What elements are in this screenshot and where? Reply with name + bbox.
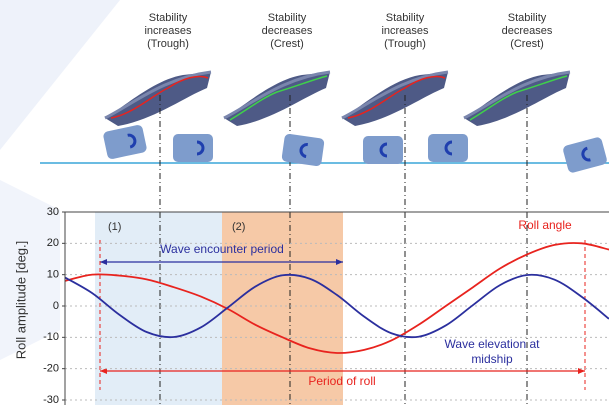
y-tick-label: -30 — [43, 394, 59, 405]
section-body — [281, 133, 325, 166]
section-body — [103, 124, 148, 160]
roll-angle-label: Roll angle — [518, 218, 572, 232]
stage-label: Stability — [268, 12, 307, 24]
roll-period-label: Period of roll — [308, 374, 375, 388]
cross-section — [103, 124, 148, 160]
stage-label: Stability — [386, 12, 425, 24]
section-body — [562, 136, 608, 173]
y-tick-label: -10 — [43, 331, 59, 343]
y-tick-label: 30 — [47, 206, 59, 218]
stage-label: (Trough) — [147, 38, 189, 50]
figure: Stabilityincreases(Trough)Stabilitydecre… — [0, 0, 609, 405]
region-label: (1) — [108, 221, 121, 233]
page: {"chart_data": { "type": "line", "stage_… — [0, 0, 609, 405]
encounter-label: Wave encounter period — [160, 242, 284, 256]
stage-label: (Crest) — [510, 38, 544, 50]
stage-label: Stability — [508, 12, 547, 24]
region-label: (2) — [232, 221, 245, 233]
cross-section — [428, 134, 468, 162]
stage-label: (Crest) — [270, 38, 304, 50]
y-tick-label: 10 — [47, 269, 59, 281]
cross-section — [562, 136, 608, 173]
ship-hull — [342, 72, 448, 126]
section-body — [428, 134, 468, 162]
stage-label: decreases — [502, 25, 553, 37]
cross-section — [363, 136, 403, 164]
stage-label: (Trough) — [384, 38, 426, 50]
y-tick-label: 20 — [47, 237, 59, 249]
background-shape — [0, 0, 120, 150]
wave-label: midship — [471, 352, 513, 366]
stage-label: increases — [381, 25, 429, 37]
ship-hull — [105, 72, 211, 126]
section-body — [173, 134, 213, 162]
y-tick-label: 0 — [53, 300, 59, 312]
y-axis-label: Roll amplitude [deg.] — [13, 241, 28, 360]
cross-section — [281, 133, 325, 166]
stage-label: increases — [144, 25, 192, 37]
y-tick-label: -20 — [43, 363, 59, 375]
cross-section — [173, 134, 213, 162]
stage-label: Stability — [149, 12, 188, 24]
stage-label: decreases — [262, 25, 313, 37]
region-1 — [95, 212, 222, 405]
section-body — [363, 136, 403, 164]
wave-label: Wave elevation at — [445, 337, 541, 351]
